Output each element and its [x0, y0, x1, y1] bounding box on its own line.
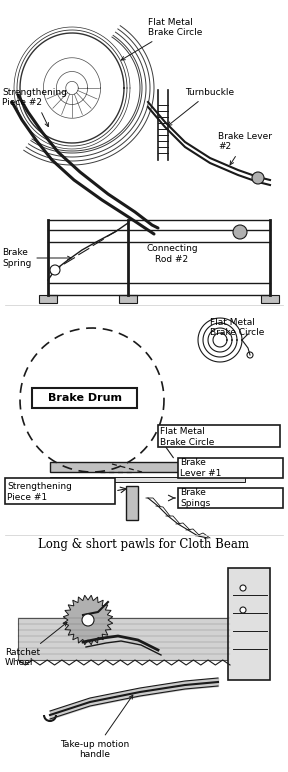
- Circle shape: [240, 607, 246, 613]
- Text: Flat Metal
Brake Circle: Flat Metal Brake Circle: [160, 427, 214, 447]
- Text: Brake
Spring: Brake Spring: [2, 249, 71, 268]
- Circle shape: [240, 585, 246, 591]
- Bar: [5, 478, 115, 504]
- Bar: [228, 568, 270, 680]
- Bar: [18, 618, 230, 660]
- Text: Brake
Lever #1: Brake Lever #1: [180, 459, 221, 478]
- Text: Flat Metal
Brake Circle: Flat Metal Brake Circle: [121, 18, 202, 60]
- Bar: [32, 388, 137, 408]
- Circle shape: [252, 172, 264, 184]
- Bar: [178, 488, 283, 508]
- Text: Turnbuckle: Turnbuckle: [168, 88, 234, 126]
- Bar: [39, 295, 57, 303]
- Bar: [119, 295, 137, 303]
- Bar: [178, 458, 283, 478]
- Bar: [261, 295, 279, 303]
- Bar: [50, 477, 245, 482]
- Circle shape: [233, 225, 247, 239]
- Text: Long & short pawls for Cloth Beam: Long & short pawls for Cloth Beam: [39, 538, 249, 551]
- Bar: [50, 462, 245, 472]
- Circle shape: [50, 265, 60, 275]
- Text: Strengthening
Piece #1: Strengthening Piece #1: [7, 482, 72, 502]
- Text: Connecting
Rod #2: Connecting Rod #2: [146, 244, 198, 264]
- Text: Brake Lever
#2: Brake Lever #2: [218, 132, 272, 164]
- Text: Flat Metal
Brake Circle: Flat Metal Brake Circle: [210, 318, 264, 337]
- Text: Ratchet
Wheel: Ratchet Wheel: [5, 622, 67, 668]
- Text: Strengthening
Piece #2: Strengthening Piece #2: [2, 88, 67, 127]
- Text: Brake Drum: Brake Drum: [48, 393, 122, 403]
- Polygon shape: [63, 595, 113, 645]
- Circle shape: [82, 614, 94, 626]
- Bar: [158, 425, 280, 447]
- Bar: [126, 486, 138, 520]
- Text: Take-up motion
handle: Take-up motion handle: [60, 695, 133, 760]
- Text: Brake
Spings: Brake Spings: [180, 489, 210, 508]
- Circle shape: [247, 352, 253, 358]
